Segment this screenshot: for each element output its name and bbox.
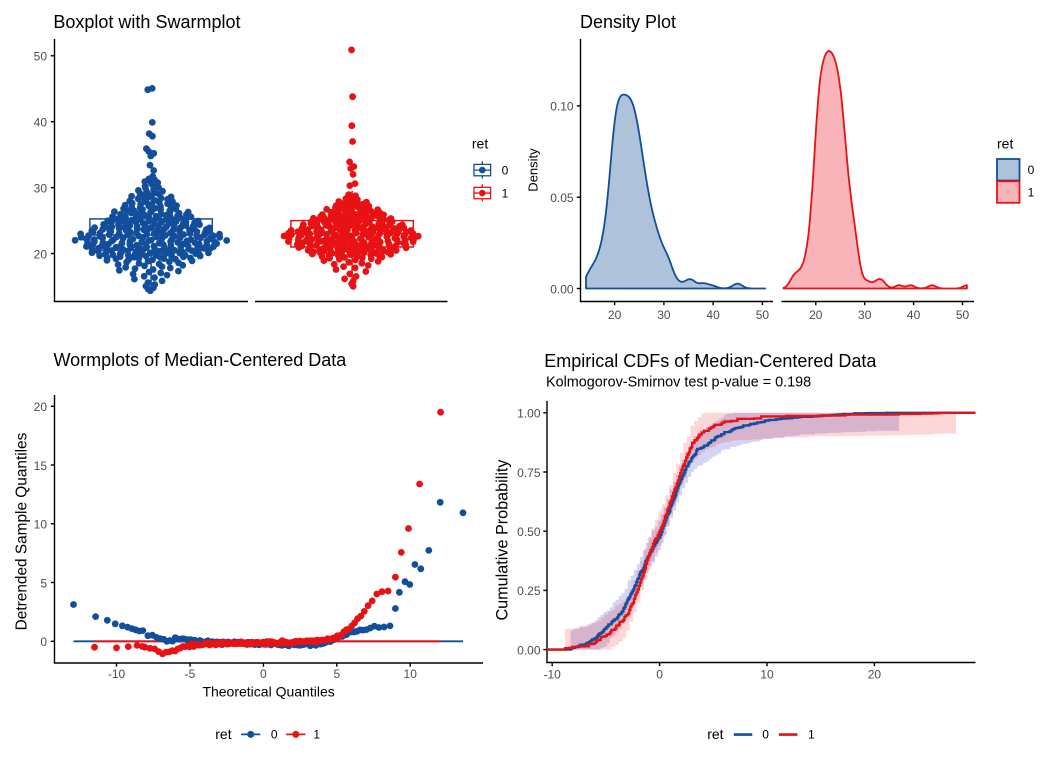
svg-text:50: 50 <box>956 308 970 322</box>
svg-text:40: 40 <box>706 308 720 322</box>
svg-text:10: 10 <box>404 667 418 681</box>
svg-text:5: 5 <box>333 667 340 681</box>
svg-text:Density: Density <box>526 148 541 192</box>
svg-text:Theoretical Quantiles: Theoretical Quantiles <box>202 684 334 700</box>
svg-text:-10: -10 <box>544 667 562 681</box>
svg-text:30: 30 <box>657 308 671 322</box>
svg-text:30: 30 <box>34 181 48 195</box>
svg-text:ret: ret <box>707 726 723 742</box>
svg-text:0: 0 <box>40 635 47 649</box>
svg-text:Cumulative Probability: Cumulative Probability <box>494 459 512 621</box>
svg-text:0: 0 <box>1028 163 1035 177</box>
svg-text:Kolmogorov-Smirnov test p-valu: Kolmogorov-Smirnov test p-value = 0.198 <box>546 374 811 390</box>
svg-text:10: 10 <box>760 667 774 681</box>
svg-text:1: 1 <box>1028 185 1035 199</box>
svg-text:1.00: 1.00 <box>517 407 541 421</box>
svg-text:1: 1 <box>808 728 815 742</box>
svg-text:0.00: 0.00 <box>550 282 574 296</box>
svg-text:50: 50 <box>34 50 48 64</box>
svg-text:-10: -10 <box>108 667 126 681</box>
svg-text:Boxplot with Swarmplot: Boxplot with Swarmplot <box>53 12 240 32</box>
svg-text:Density Plot: Density Plot <box>580 12 676 32</box>
svg-text:0.50: 0.50 <box>517 525 541 539</box>
svg-text:0.00: 0.00 <box>517 643 541 657</box>
svg-text:0: 0 <box>502 163 509 177</box>
svg-text:0.25: 0.25 <box>517 584 541 598</box>
svg-text:20: 20 <box>608 308 622 322</box>
svg-text:1: 1 <box>313 728 320 742</box>
svg-text:40: 40 <box>907 308 921 322</box>
svg-text:Detrended Sample Quantiles: Detrended Sample Quantiles <box>13 432 30 630</box>
svg-text:20: 20 <box>868 667 882 681</box>
svg-text:0: 0 <box>762 728 769 742</box>
svg-text:30: 30 <box>858 308 872 322</box>
svg-text:0: 0 <box>260 667 267 681</box>
svg-text:0: 0 <box>656 667 663 681</box>
svg-text:10: 10 <box>34 518 48 532</box>
svg-text:20: 20 <box>809 308 823 322</box>
svg-text:0.10: 0.10 <box>550 100 574 114</box>
svg-text:ret: ret <box>215 726 231 742</box>
svg-text:Empirical CDFs of Median-Cente: Empirical CDFs of Median-Centered Data <box>544 351 877 371</box>
svg-text:0: 0 <box>271 728 278 742</box>
svg-text:-5: -5 <box>185 667 196 681</box>
svg-text:15: 15 <box>34 459 48 473</box>
svg-text:ret: ret <box>997 136 1013 152</box>
svg-text:20: 20 <box>34 247 48 261</box>
svg-text:50: 50 <box>756 308 770 322</box>
svg-text:5: 5 <box>40 576 47 590</box>
svg-text:0.05: 0.05 <box>550 191 574 205</box>
svg-text:ret: ret <box>472 135 488 151</box>
svg-text:Wormplots of Median-Centered D: Wormplots of Median-Centered Data <box>54 350 348 370</box>
svg-text:20: 20 <box>34 400 48 414</box>
svg-text:40: 40 <box>34 116 48 130</box>
svg-text:0.75: 0.75 <box>517 466 541 480</box>
svg-text:1: 1 <box>502 186 509 200</box>
